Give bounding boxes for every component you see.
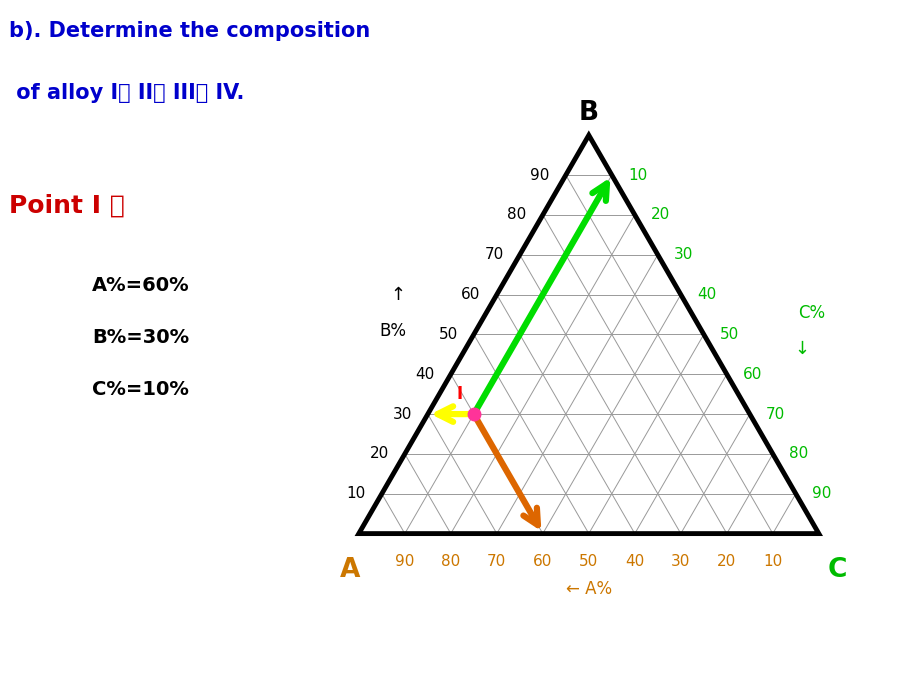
Text: 40: 40 (697, 287, 715, 302)
Text: ← A%: ← A% (565, 580, 611, 598)
Text: B%=30%: B%=30% (92, 328, 189, 347)
Text: ↑: ↑ (390, 286, 405, 304)
Text: B%: B% (380, 322, 406, 340)
Text: 90: 90 (811, 486, 831, 501)
Text: 40: 40 (625, 554, 643, 569)
Text: 10: 10 (763, 554, 781, 569)
Text: A: A (339, 557, 359, 582)
Text: B: B (578, 100, 598, 126)
Text: 60: 60 (743, 367, 762, 382)
Text: 30: 30 (670, 554, 690, 569)
Text: 80: 80 (441, 554, 460, 569)
Text: 70: 70 (484, 247, 504, 262)
Text: Point I ：: Point I ： (9, 193, 125, 217)
Text: A%=60%: A%=60% (92, 276, 189, 295)
Text: I: I (456, 384, 462, 402)
Text: 50: 50 (438, 327, 458, 342)
Text: b). Determine the composition: b). Determine the composition (9, 21, 370, 41)
Text: 30: 30 (673, 247, 693, 262)
Text: 90: 90 (529, 168, 550, 183)
Text: 10: 10 (346, 486, 366, 501)
Text: 70: 70 (765, 406, 784, 422)
Text: 40: 40 (415, 367, 435, 382)
Text: ↓: ↓ (793, 340, 809, 358)
Text: C: C (827, 557, 846, 582)
Text: 10: 10 (628, 168, 646, 183)
Text: 70: 70 (487, 554, 505, 569)
Text: 90: 90 (394, 554, 414, 569)
Text: 20: 20 (651, 208, 669, 222)
Text: C%=10%: C%=10% (92, 380, 188, 399)
Text: C%: C% (798, 304, 824, 322)
Text: 20: 20 (369, 446, 389, 462)
Text: 20: 20 (717, 554, 735, 569)
Text: of alloy I、 II、 III、 IV.: of alloy I、 II、 III、 IV. (9, 83, 244, 103)
Text: 80: 80 (507, 208, 526, 222)
Text: 60: 60 (532, 554, 552, 569)
Text: 50: 50 (579, 554, 597, 569)
Text: 30: 30 (391, 406, 412, 422)
Text: 80: 80 (789, 446, 807, 462)
Text: 60: 60 (460, 287, 481, 302)
Text: 50: 50 (719, 327, 738, 342)
